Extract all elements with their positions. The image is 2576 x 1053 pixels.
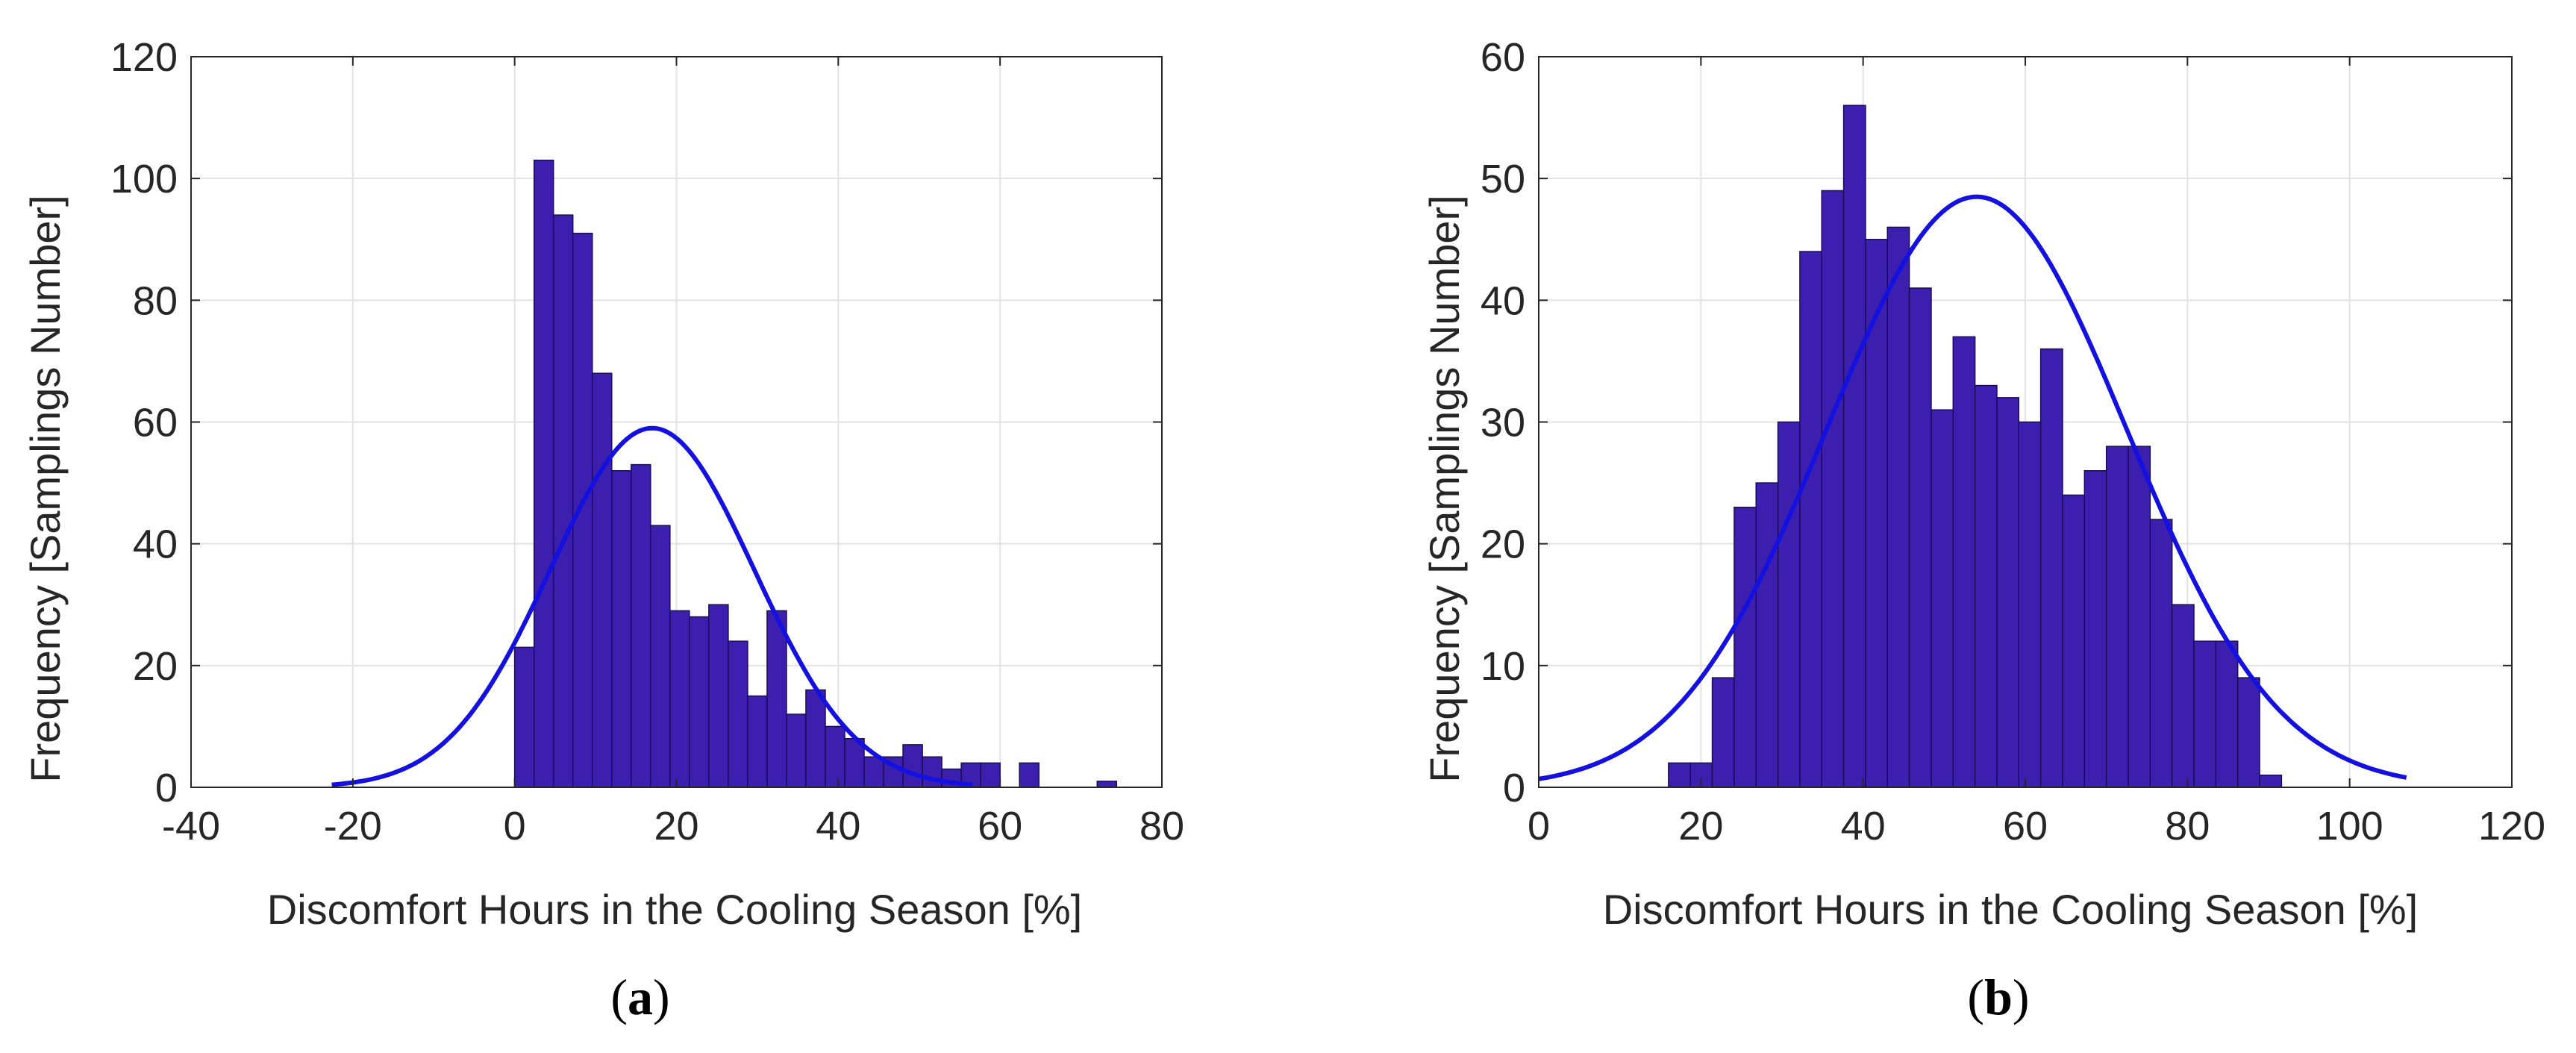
y-tick-label: 60 xyxy=(133,401,178,446)
histogram-bar xyxy=(2171,604,2195,788)
histogram-bar xyxy=(2062,494,2086,788)
histogram-bar xyxy=(2259,774,2283,788)
histogram-bar xyxy=(922,756,942,788)
histogram-bar xyxy=(650,525,671,788)
y-tick-label: 10 xyxy=(1481,644,1525,689)
y-tick-label: 20 xyxy=(1481,522,1525,567)
x-tick-label: 0 xyxy=(504,804,526,849)
histogram-bar xyxy=(533,159,554,788)
histogram-panel-a: -40 -20 0 20 40 60 80 0 20 40 60 80 100 120 Frequency… xyxy=(22,35,1184,1025)
histogram-bar xyxy=(2128,446,2151,788)
histogram-bar xyxy=(1952,336,1976,788)
histogram-bar xyxy=(1821,190,1845,788)
y-axis-title-b: Frequency [Samplings Number] xyxy=(1421,195,1468,782)
histogram-bar xyxy=(805,689,826,788)
x-tick-label: 20 xyxy=(654,804,698,849)
y-tick-label: 0 xyxy=(1503,766,1525,810)
x-tick-label: 80 xyxy=(1139,804,1184,849)
histogram-bar xyxy=(1668,762,1691,788)
histogram-bar xyxy=(2039,348,2063,788)
x-tick-label: 60 xyxy=(978,804,1022,849)
histogram-bar xyxy=(708,604,729,788)
histogram-bar xyxy=(825,725,845,788)
histogram-bar xyxy=(766,610,787,788)
y-tick-label: 60 xyxy=(1481,35,1525,80)
normal-fit-curve xyxy=(331,425,973,787)
y-tick-label: 0 xyxy=(155,766,178,810)
x-axis-title-a: Discomfort Hours in the Cooling Season [… xyxy=(267,886,1083,933)
plot-area-a: -40 -20 0 20 40 60 80 0 20 40 60 80 100 120 xyxy=(110,35,1184,849)
histogram-bar xyxy=(2149,519,2173,788)
histogram-bar xyxy=(902,744,923,788)
panel-label-b: (b) xyxy=(1967,969,2029,1025)
histogram-bar xyxy=(728,640,748,788)
histogram-bar xyxy=(1842,104,1866,788)
y-tick-label: 40 xyxy=(1481,278,1525,323)
histogram-bar xyxy=(669,610,690,788)
histogram-bar xyxy=(1974,384,1998,788)
histogram-bar xyxy=(2193,640,2217,788)
histogram-bar xyxy=(786,713,807,788)
histogram-bar xyxy=(2083,470,2107,788)
normal-fit-curve xyxy=(1538,194,2407,781)
x-tick-label: -40 xyxy=(162,804,220,849)
histogram-bar xyxy=(611,470,632,788)
y-tick-label: 40 xyxy=(133,522,178,567)
histogram-bar xyxy=(747,695,768,788)
y-axis-title-a: Frequency [Samplings Number] xyxy=(22,195,69,782)
histogram-bar xyxy=(1019,762,1040,788)
panel-label-a: (a) xyxy=(610,969,669,1025)
histogram-bar xyxy=(1996,397,2020,788)
histogram-bar xyxy=(980,762,1001,788)
histogram-bar xyxy=(572,232,593,788)
histogram-bar xyxy=(1777,421,1801,788)
histogram-bar xyxy=(1096,781,1118,788)
histogram-bar xyxy=(1886,226,1910,788)
histogram-bar xyxy=(2215,640,2239,788)
histogram-bar xyxy=(1799,251,1822,788)
x-tick-label: 40 xyxy=(1841,804,1886,849)
y-tick-label: 80 xyxy=(133,278,178,323)
histogram-bar xyxy=(1931,409,1954,788)
x-tick-label: 20 xyxy=(1678,804,1723,849)
histogram-bar xyxy=(2236,677,2260,788)
x-tick-label: 100 xyxy=(2316,804,2383,849)
y-tick-label: 50 xyxy=(1481,157,1525,201)
x-axis-title-b: Discomfort Hours in the Cooling Season [… xyxy=(1603,886,2419,933)
histogram-bar xyxy=(552,214,574,788)
histogram-bar xyxy=(1908,287,1932,788)
histogram-bar xyxy=(631,463,651,788)
histogram-bar xyxy=(2105,446,2129,788)
histogram-bar xyxy=(591,372,613,788)
x-tick-label: 60 xyxy=(2003,804,2048,849)
histogram-bar xyxy=(689,616,710,788)
histogram-bar xyxy=(863,756,884,788)
y-tick-label: 100 xyxy=(110,157,178,201)
histogram-bar xyxy=(1711,677,1735,788)
histogram-bar xyxy=(1865,239,1889,788)
x-tick-label: 80 xyxy=(2165,804,2210,849)
histogram-bar xyxy=(513,646,535,788)
histogram-bar xyxy=(1734,506,1757,788)
plot-area-b: 0 20 40 60 80 100 120 0 10 20 30 40 50 60 xyxy=(1481,35,2545,849)
y-tick-label: 120 xyxy=(110,35,178,80)
histogram-bar xyxy=(1755,482,1779,788)
x-tick-label: -20 xyxy=(324,804,382,849)
x-tick-label: 120 xyxy=(2478,804,2545,849)
y-tick-label: 20 xyxy=(133,644,178,689)
histogram-bar xyxy=(2018,421,2042,788)
y-tick-label: 30 xyxy=(1481,401,1525,446)
x-tick-label: 0 xyxy=(1528,804,1550,849)
x-tick-label: 40 xyxy=(816,804,860,849)
histogram-panel-b: 0 20 40 60 80 100 120 0 10 20 30 40 50 60 Frequency [… xyxy=(1421,35,2545,1025)
